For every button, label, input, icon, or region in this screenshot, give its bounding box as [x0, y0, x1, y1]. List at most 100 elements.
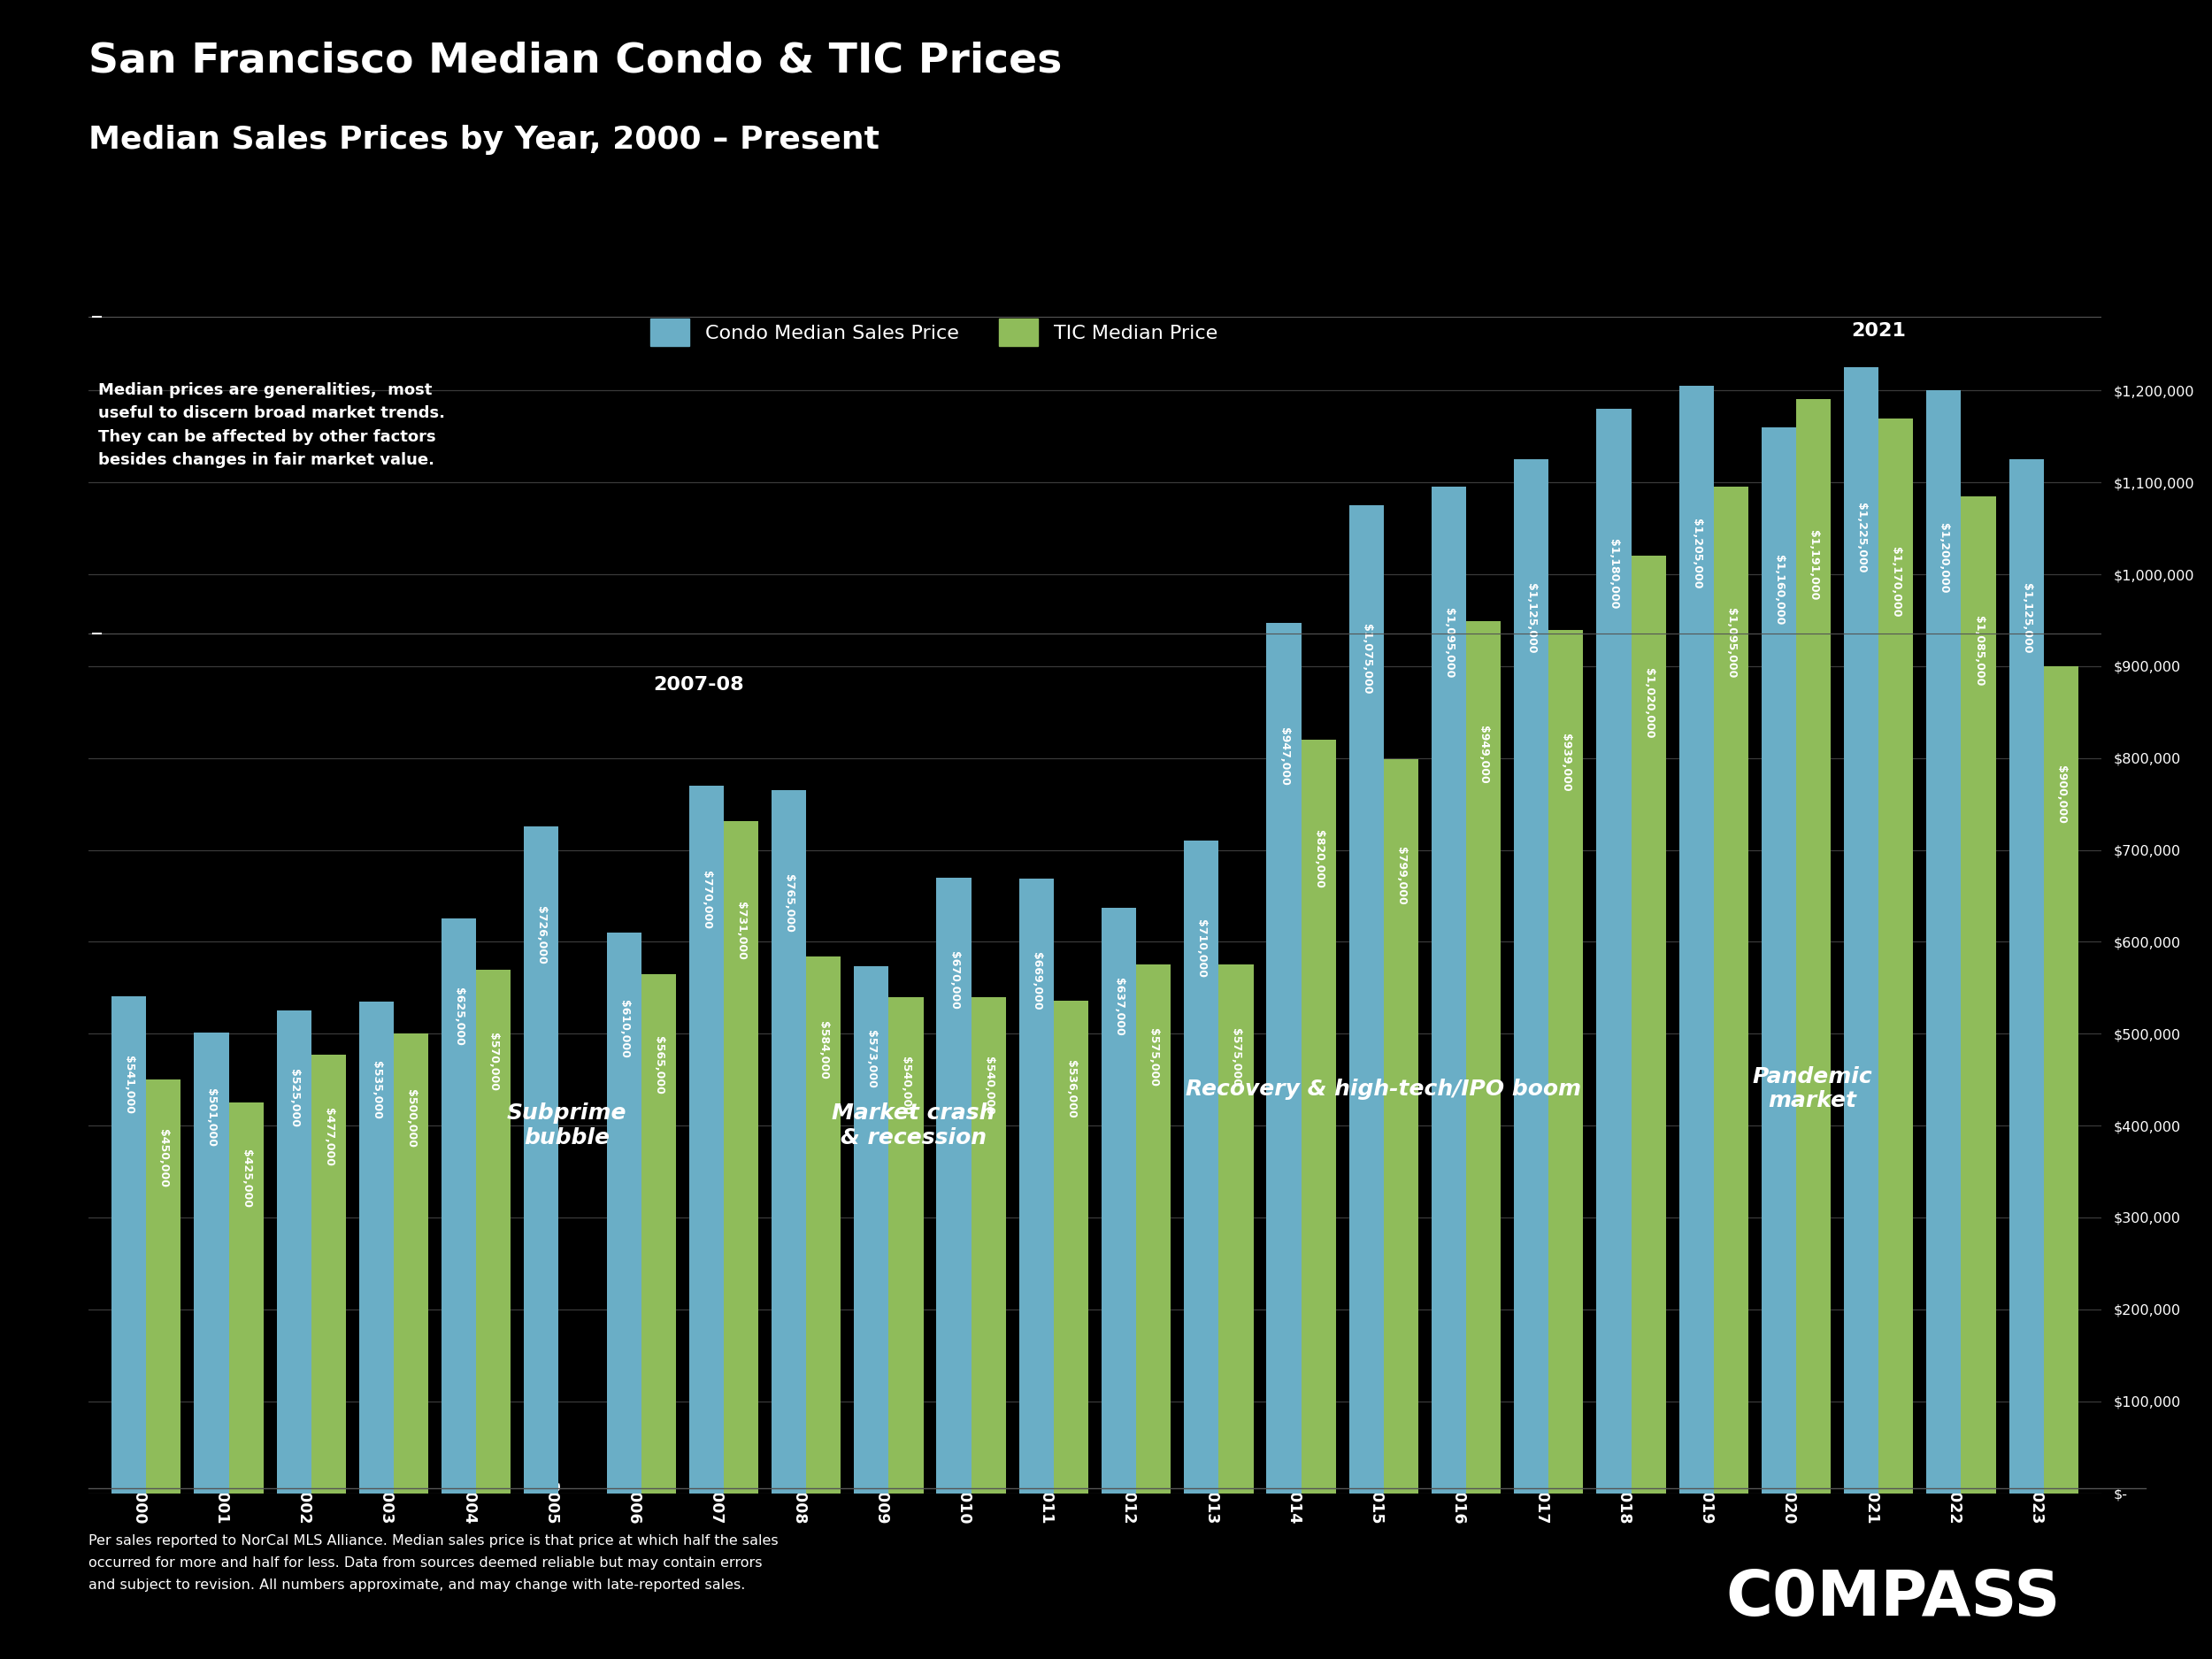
Bar — [276, 1010, 312, 1493]
Text: C0MPASS: C0MPASS — [1725, 1568, 2059, 1629]
Text: $540,000: $540,000 — [900, 1057, 911, 1115]
Bar — [1927, 390, 1962, 1493]
Bar — [1513, 460, 1548, 1493]
Text: $765,000: $765,000 — [783, 874, 794, 932]
Bar — [442, 919, 476, 1493]
Bar — [1761, 428, 1796, 1493]
Text: $575,000: $575,000 — [1148, 1029, 1159, 1087]
Text: $820,000: $820,000 — [1312, 830, 1325, 888]
Legend: Condo Median Sales Price, TIC Median Price: Condo Median Sales Price, TIC Median Pri… — [641, 309, 1228, 357]
Text: $669,000: $669,000 — [1031, 952, 1042, 1010]
Bar — [1467, 620, 1500, 1493]
Text: $425,000: $425,000 — [241, 1150, 252, 1208]
Bar — [1301, 740, 1336, 1493]
Text: Recovery & high-tech/IPO boom: Recovery & high-tech/IPO boom — [1186, 1078, 1582, 1100]
Text: $584,000: $584,000 — [818, 1020, 830, 1080]
Bar — [111, 995, 146, 1493]
Text: $1,160,000: $1,160,000 — [1774, 556, 1785, 625]
Bar — [690, 786, 723, 1493]
Text: Market crash
& recession: Market crash & recession — [832, 1103, 995, 1148]
Text: $1,125,000: $1,125,000 — [1526, 584, 1537, 654]
Text: $1,020,000: $1,020,000 — [1644, 669, 1655, 738]
Text: $570,000: $570,000 — [489, 1032, 500, 1090]
Text: $710,000: $710,000 — [1197, 919, 1208, 977]
Bar — [2008, 460, 2044, 1493]
Bar — [854, 967, 889, 1493]
Text: $625,000: $625,000 — [453, 987, 465, 1047]
Text: $637,000: $637,000 — [1113, 979, 1124, 1037]
Text: Median prices are generalities,  most
useful to discern broad market trends.
The: Median prices are generalities, most use… — [100, 382, 445, 468]
Bar — [1431, 488, 1467, 1493]
Text: $541,000: $541,000 — [124, 1055, 135, 1115]
Text: $610,000: $610,000 — [617, 1000, 630, 1058]
Text: $947,000: $947,000 — [1279, 727, 1290, 786]
Bar — [1020, 878, 1053, 1493]
Text: $1,075,000: $1,075,000 — [1360, 624, 1371, 693]
Text: $1,085,000: $1,085,000 — [1973, 615, 1984, 687]
Text: $900,000: $900,000 — [2055, 765, 2066, 823]
Bar — [1878, 418, 1913, 1493]
Text: $1,205,000: $1,205,000 — [1690, 519, 1701, 589]
Text: $477,000: $477,000 — [323, 1108, 334, 1166]
Bar — [1349, 506, 1385, 1493]
Text: $1,180,000: $1,180,000 — [1608, 539, 1619, 609]
Bar — [606, 932, 641, 1493]
Bar — [1385, 758, 1418, 1493]
Text: $1,095,000: $1,095,000 — [1725, 607, 1736, 679]
Bar — [1597, 408, 1630, 1493]
Bar — [228, 1103, 263, 1493]
Bar — [936, 878, 971, 1493]
Text: $770,000: $770,000 — [701, 871, 712, 929]
Text: $575,000: $575,000 — [1230, 1029, 1241, 1087]
Bar — [1053, 1000, 1088, 1493]
Bar — [1796, 398, 1832, 1493]
Bar — [971, 997, 1006, 1493]
Bar — [476, 969, 511, 1493]
Bar — [1962, 496, 1995, 1493]
Bar — [394, 1034, 429, 1493]
Bar — [1183, 841, 1219, 1493]
Text: Subprime
bubble: Subprime bubble — [507, 1103, 626, 1148]
Text: $565,000: $565,000 — [653, 1037, 664, 1095]
Bar — [1630, 556, 1666, 1493]
Text: Per sales reported to NorCal MLS Alliance. Median sales price is that price at w: Per sales reported to NorCal MLS Allianc… — [88, 1535, 779, 1591]
Text: $1,125,000: $1,125,000 — [2020, 584, 2033, 654]
Bar — [889, 997, 922, 1493]
Text: $536,000: $536,000 — [1066, 1060, 1077, 1118]
Text: $500,000: $500,000 — [405, 1088, 416, 1148]
Text: $1,170,000: $1,170,000 — [1891, 547, 1902, 617]
Text: $799,000: $799,000 — [1396, 848, 1407, 906]
Bar — [1219, 966, 1254, 1493]
Bar — [524, 826, 560, 1493]
Bar — [358, 1002, 394, 1493]
Text: $1,191,000: $1,191,000 — [1807, 531, 1818, 601]
Bar — [641, 974, 677, 1493]
Bar — [146, 1080, 181, 1493]
Text: $726,000: $726,000 — [535, 906, 546, 964]
Text: $949,000: $949,000 — [1478, 725, 1489, 785]
Text: $939,000: $939,000 — [1559, 733, 1573, 791]
Text: $501,000: $501,000 — [206, 1088, 217, 1146]
Text: $573,000: $573,000 — [865, 1030, 878, 1088]
Text: Median Sales Prices by Year, 2000 – Present: Median Sales Prices by Year, 2000 – Pres… — [88, 124, 880, 154]
Bar — [1548, 630, 1584, 1493]
Text: $731,000: $731,000 — [734, 902, 748, 961]
Bar — [1267, 624, 1301, 1493]
Text: $450,000: $450,000 — [157, 1130, 170, 1188]
Text: 2007-08: 2007-08 — [653, 675, 745, 693]
Bar — [1137, 966, 1170, 1493]
Text: Pandemic
market: Pandemic market — [1752, 1065, 1874, 1112]
Bar — [312, 1055, 345, 1493]
Bar — [723, 821, 759, 1493]
Text: $535,000: $535,000 — [372, 1060, 383, 1118]
Text: 2021: 2021 — [1851, 322, 1907, 340]
Bar — [1679, 387, 1714, 1493]
Text: $525,000: $525,000 — [288, 1068, 299, 1126]
Text: $1,200,000: $1,200,000 — [1938, 523, 1949, 594]
Bar — [195, 1034, 228, 1493]
Bar — [1102, 907, 1137, 1493]
Text: $670,000: $670,000 — [949, 951, 960, 1010]
Bar — [2044, 667, 2079, 1493]
Text: San Francisco Median Condo & TIC Prices: San Francisco Median Condo & TIC Prices — [88, 41, 1062, 81]
Bar — [1714, 488, 1747, 1493]
